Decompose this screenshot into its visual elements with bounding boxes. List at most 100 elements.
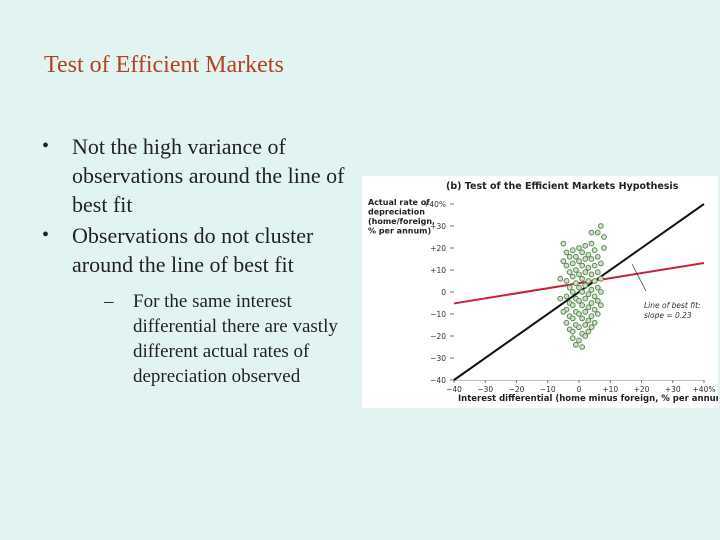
data-point: [601, 245, 607, 251]
data-point: [594, 297, 601, 304]
x-tick-label: −10: [540, 385, 556, 394]
data-point: [582, 269, 589, 276]
data-point: [566, 284, 573, 291]
data-point: [572, 267, 579, 273]
data-point: [588, 240, 595, 247]
data-point: [591, 306, 598, 313]
data-point: [597, 275, 604, 282]
data-point: [582, 282, 589, 289]
data-point: [588, 286, 595, 293]
y-axis-label-line: % per annum): [368, 227, 431, 236]
data-point: [572, 341, 579, 348]
data-point: [566, 253, 573, 260]
x-tick-label: 0: [577, 385, 582, 394]
data-point: [563, 293, 570, 300]
data-point: [594, 311, 601, 317]
y-tick-label: +40%: [423, 200, 446, 209]
data-point: [576, 258, 582, 265]
data-point: [585, 304, 592, 311]
data-point: [585, 328, 592, 335]
bullet-list: • Not the high variance of observations …: [40, 132, 360, 391]
x-tick-label: −40: [446, 385, 462, 394]
x-tick-label: +20: [634, 385, 650, 394]
annotation-leader: [631, 263, 647, 292]
sub-bullet-item: – For the same interest differential the…: [72, 289, 360, 389]
data-point: [579, 249, 586, 256]
y-axis-label-line: Actual rate of: [368, 198, 430, 207]
forty-five-degree-line: [453, 203, 705, 381]
data-point: [579, 302, 586, 309]
data-point: [576, 271, 582, 278]
data-point: [569, 273, 576, 280]
data-point: [563, 319, 570, 326]
data-point: [569, 335, 576, 342]
data-point: [576, 284, 582, 291]
bullet-item: • Observations do not cluster around the…: [40, 221, 360, 389]
y-axis-label-line: depreciation: [368, 208, 425, 217]
fit-annotation: Line of best fit:slope = 0.23: [631, 263, 701, 320]
data-point: [585, 317, 592, 324]
bullet-text: Not the high variance of observations ar…: [72, 134, 345, 217]
data-point: [591, 278, 598, 284]
data-point: [563, 249, 570, 256]
data-point: [585, 291, 592, 298]
data-point: [597, 289, 604, 295]
y-tick-label: +30: [430, 222, 446, 231]
data-points: [557, 223, 607, 350]
bullet-item: • Not the high variance of observations …: [40, 132, 360, 219]
data-point: [569, 260, 576, 267]
chart-lines: [453, 203, 705, 381]
data-point: [585, 278, 592, 284]
data-point: [569, 289, 576, 295]
data-point: [572, 253, 579, 260]
axes: +40% +30 +20 +10 0 −10 −20 −30 −40−40 −30 −20 −10 0 +…: [423, 200, 715, 394]
data-point: [557, 275, 564, 282]
data-point: [560, 258, 567, 265]
data-point: [594, 229, 601, 236]
data-point: [582, 256, 589, 262]
data-point: [594, 284, 601, 291]
data-point: [563, 278, 570, 284]
y-tick-label: −30: [430, 354, 446, 363]
x-tick-label: +30: [665, 385, 681, 394]
data-point: [591, 262, 598, 269]
chart-panel: (b) Test of the Efficient Markets Hypoth…: [362, 176, 720, 408]
data-point: [585, 264, 592, 271]
data-point: [576, 245, 582, 251]
y-axis-label: Actual rate ofdepreciation(home/foreign,…: [368, 198, 435, 236]
sub-bullet-marker: –: [104, 291, 114, 312]
data-point: [582, 308, 589, 315]
data-point: [588, 313, 595, 320]
y-tick-label: +10: [430, 266, 446, 275]
data-point: [591, 293, 598, 300]
data-point: [569, 315, 576, 322]
x-tick-label: −30: [477, 385, 493, 394]
sub-bullet-list: – For the same interest differential the…: [72, 289, 360, 389]
y-tick-label: 0: [441, 288, 446, 297]
scatter-chart: (b) Test of the Efficient Markets Hypoth…: [368, 181, 720, 404]
data-point: [588, 271, 595, 278]
data-point: [597, 260, 604, 267]
data-point: [569, 247, 576, 254]
data-point: [572, 280, 579, 287]
best-fit-line: [453, 261, 705, 305]
data-point: [576, 324, 582, 331]
data-point: [582, 242, 589, 249]
data-point: [591, 319, 598, 326]
chart-title: (b) Test of the Efficient Markets Hypoth…: [446, 181, 679, 192]
data-point: [582, 333, 589, 339]
data-point: [579, 315, 586, 322]
bullet-marker: •: [42, 135, 50, 157]
data-point: [563, 262, 570, 269]
bullet-text: Observations do not cluster around the l…: [72, 223, 314, 277]
data-point: [560, 308, 567, 315]
data-point: [588, 324, 595, 331]
sub-bullet-text: For the same interest differential there…: [133, 291, 338, 387]
data-point: [588, 229, 595, 236]
x-tick-label: +10: [602, 385, 618, 394]
data-point: [566, 269, 573, 276]
data-point: [579, 262, 586, 269]
x-axis-label: Interest differential (home minus foreig…: [458, 394, 718, 404]
y-tick-label: −10: [430, 310, 446, 319]
x-tick-label: +40%: [693, 385, 716, 394]
